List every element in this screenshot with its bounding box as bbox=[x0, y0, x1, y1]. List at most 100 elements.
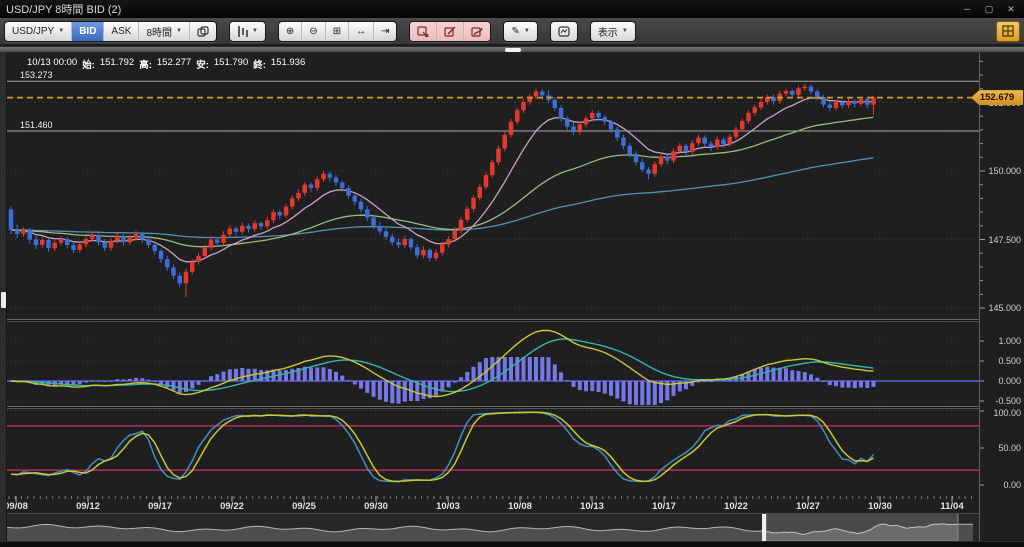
date-label: 09/17 bbox=[148, 501, 172, 512]
go-latest-icon: ⇥ bbox=[381, 25, 390, 37]
stochastic-pane[interactable] bbox=[7, 409, 979, 496]
ohlc-info-bar: 10/13 00:00 始: 151.792 高: 152.277 安: 151… bbox=[27, 57, 305, 71]
pencil-icon: ✎ bbox=[511, 25, 520, 37]
date-label: 10/03 bbox=[436, 501, 460, 512]
current-price-badge: 152.679 bbox=[971, 90, 1023, 106]
zone-select-icon bbox=[417, 25, 430, 37]
axis-tick-label: 145.000 bbox=[988, 303, 1021, 313]
fit-range-button[interactable]: ⊞ bbox=[324, 21, 348, 41]
eraser-button[interactable] bbox=[463, 21, 491, 41]
ask-button[interactable]: ASK bbox=[103, 21, 138, 41]
display-menu-button[interactable]: 表示 ▼ bbox=[597, 27, 628, 39]
chart-type-group: ▼ bbox=[228, 20, 266, 42]
axis-tick-label: -0.500 bbox=[995, 396, 1021, 406]
fit-range-icon: ⊞ bbox=[332, 25, 342, 37]
go-latest-button[interactable]: ⇥ bbox=[373, 21, 396, 41]
scrollbar-thumb[interactable] bbox=[1, 292, 6, 308]
date-label: 10/27 bbox=[796, 501, 820, 512]
axis-tick-label: 147.500 bbox=[988, 234, 1021, 245]
timeframe-select[interactable]: 8時間 ▼ bbox=[138, 21, 189, 41]
high-label: 高: bbox=[139, 60, 152, 71]
axis-tick-label: 150.000 bbox=[988, 166, 1021, 176]
left-scrollbar[interactable] bbox=[0, 53, 7, 541]
macd-pane[interactable] bbox=[7, 322, 979, 406]
grid-icon bbox=[1002, 25, 1014, 37]
price-axis[interactable]: 152.500150.000147.500145.0001.0000.5000.… bbox=[971, 53, 1024, 541]
window-controls: ─ ▢ ✕ bbox=[960, 3, 1018, 15]
close-value: 151.936 bbox=[270, 57, 306, 68]
zoom-in-button[interactable]: ⊕ bbox=[279, 22, 301, 41]
pane-separator[interactable] bbox=[7, 319, 979, 322]
overlap-squares-icon bbox=[197, 25, 209, 37]
zoom-group: ⊕ ⊖ ⊞ ↔ ⇥ bbox=[277, 20, 398, 42]
window-title: USD/JPY 8時間 BID (2) bbox=[6, 4, 122, 16]
bid-button[interactable]: BID bbox=[71, 21, 104, 41]
draw-shape-button[interactable] bbox=[436, 21, 464, 41]
symbol-quote-group: USD/JPY ▼ BID ASK 8時間 ▼ bbox=[4, 20, 217, 42]
pane-separator[interactable] bbox=[7, 406, 979, 409]
candlestick-icon bbox=[238, 25, 248, 37]
fit-width-button[interactable]: ↔ bbox=[348, 21, 373, 41]
eraser-icon bbox=[471, 26, 484, 37]
open-label: 始: bbox=[82, 60, 95, 71]
axis-tick-label: 50.00 bbox=[998, 443, 1021, 453]
draw-group: ✎ ▼ bbox=[503, 20, 538, 42]
date-labels: 09/08 09/12 09/17 09/22 09/25 09/30 10/03 10/08… bbox=[7, 496, 979, 513]
chevron-down-icon: ▼ bbox=[251, 28, 258, 34]
zoom-in-icon: ⊕ bbox=[285, 25, 295, 37]
date-label: 09/08 bbox=[7, 501, 28, 512]
maximize-icon[interactable]: ▢ bbox=[984, 3, 994, 14]
level-label: 151.460 bbox=[20, 119, 53, 130]
low-label: 安: bbox=[196, 60, 209, 71]
date-label: 09/25 bbox=[292, 501, 316, 512]
chevron-down-icon: ▼ bbox=[58, 28, 65, 34]
chart-settings-button[interactable] bbox=[551, 22, 577, 41]
chart-type-button[interactable]: ▼ bbox=[230, 22, 265, 41]
settings-group bbox=[549, 20, 578, 42]
toolbar: USD/JPY ▼ BID ASK 8時間 ▼ bbox=[0, 18, 1024, 45]
pane-splitter[interactable] bbox=[0, 46, 1024, 53]
splitter-grip[interactable] bbox=[505, 48, 521, 52]
axis-tick-label: 0.00 bbox=[1003, 480, 1021, 490]
date-label: 09/30 bbox=[364, 501, 388, 512]
axis-tick-label: 0.000 bbox=[998, 376, 1021, 386]
chevron-down-icon: ▼ bbox=[621, 28, 628, 34]
axis-tick-label: 0.500 bbox=[998, 356, 1021, 366]
chart-settings-icon bbox=[558, 25, 570, 37]
shape-pencil-icon bbox=[444, 25, 456, 37]
fit-width-icon: ↔ bbox=[356, 25, 367, 37]
symbol-select[interactable]: USD/JPY ▼ bbox=[12, 25, 65, 37]
open-value: 151.792 bbox=[99, 57, 135, 68]
display-group: 表示 ▼ bbox=[589, 20, 636, 42]
draw-pencil-button[interactable]: ✎ ▼ bbox=[504, 22, 536, 41]
chart-plot-area: 09/08 09/12 09/17 09/22 09/25 09/30 10/03 10/08… bbox=[7, 53, 980, 541]
axis-tick-label: 100.00 bbox=[993, 408, 1021, 418]
layout-grid-button[interactable] bbox=[996, 20, 1020, 42]
date-label: 09/12 bbox=[76, 501, 100, 512]
annotation-group bbox=[409, 20, 492, 42]
axis-ticks bbox=[980, 60, 985, 486]
date-label: 11/04 bbox=[940, 501, 964, 512]
close-icon[interactable]: ✕ bbox=[1007, 3, 1015, 14]
close-label: 終: bbox=[253, 60, 266, 71]
info-date: 10/13 00:00 bbox=[27, 57, 78, 68]
minimize-icon[interactable]: ─ bbox=[963, 4, 971, 14]
price-pane[interactable] bbox=[7, 53, 979, 319]
date-label: 10/22 bbox=[724, 501, 748, 512]
date-label: 10/17 bbox=[652, 501, 676, 512]
axis-tick-label: 1.000 bbox=[998, 336, 1021, 346]
title-bar: USD/JPY 8時間 BID (2) ─ ▢ ✕ bbox=[0, 0, 1024, 18]
date-label: 10/30 bbox=[868, 501, 892, 512]
date-label: 09/22 bbox=[220, 501, 244, 512]
compare-chart-button[interactable] bbox=[188, 21, 216, 41]
low-value: 151.790 bbox=[213, 57, 249, 68]
navigator[interactable] bbox=[7, 513, 979, 541]
chevron-down-icon: ▼ bbox=[176, 28, 182, 34]
zone-select-button[interactable] bbox=[410, 21, 437, 41]
time-axis[interactable] bbox=[7, 496, 979, 513]
zoom-out-button[interactable]: ⊖ bbox=[301, 21, 324, 41]
bottom-strip bbox=[0, 541, 1024, 547]
date-label: 10/13 bbox=[580, 501, 604, 512]
high-value: 152.277 bbox=[156, 57, 192, 68]
